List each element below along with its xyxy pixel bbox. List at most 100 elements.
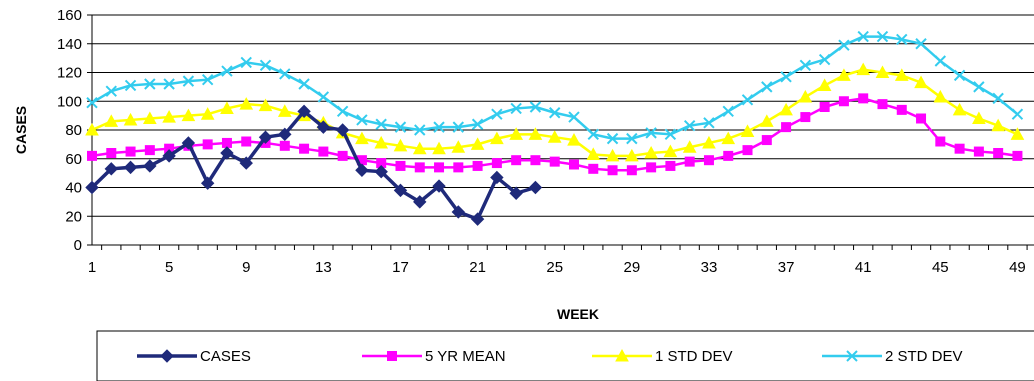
data-point [993, 148, 1004, 158]
data-point [510, 102, 522, 115]
data-point [954, 143, 965, 154]
x-tick-label: 37 [778, 259, 795, 276]
x-tick-label: 5 [165, 259, 173, 276]
data-point [509, 186, 523, 200]
data-point [87, 150, 97, 161]
data-point [972, 111, 986, 124]
data-point [606, 132, 619, 145]
data-point [240, 56, 252, 69]
y-tick-label: 140 [57, 36, 82, 53]
data-point [453, 162, 464, 173]
data-point [162, 110, 176, 123]
data-point [143, 159, 157, 173]
x-tick-labels: 1 5 9 13 17 21 25 29 33 37 41 45 49 [88, 259, 1026, 276]
data-point [856, 62, 871, 76]
data-point [316, 120, 331, 134]
data-point [547, 130, 562, 143]
data-point [665, 160, 676, 171]
data-point [106, 148, 117, 158]
legend-entry: CASES [137, 348, 251, 365]
data-point [723, 150, 734, 161]
data-point [568, 111, 580, 123]
data-point [858, 93, 869, 104]
data-point [877, 99, 888, 110]
data-point [722, 105, 734, 118]
x-tick-label: 33 [701, 259, 718, 276]
data-point [607, 165, 618, 176]
data-point [780, 71, 792, 83]
y-tick-label: 80 [65, 122, 82, 139]
data-point [741, 94, 754, 106]
legend-swatch-marker [160, 349, 174, 363]
data-point [259, 59, 272, 72]
data-point [528, 127, 543, 140]
data-point [490, 170, 504, 185]
data-point [451, 205, 466, 219]
data-point [125, 146, 136, 157]
series-layer [85, 30, 1025, 226]
data-point [683, 119, 696, 132]
data-point [740, 124, 755, 137]
data-point [626, 165, 637, 176]
data-point [588, 163, 599, 174]
data-point [220, 101, 234, 114]
data-point [509, 127, 524, 140]
legend-swatch-marker [615, 348, 629, 362]
data-point [721, 131, 736, 145]
data-point [317, 91, 330, 103]
data-point [201, 73, 214, 86]
y-tick-label: 40 [65, 180, 82, 197]
x-tick-label: 21 [469, 259, 486, 276]
data-point [952, 102, 967, 116]
y-tick-label: 0 [74, 237, 82, 254]
data-point [1011, 108, 1024, 120]
legend-label: CASES [200, 348, 251, 365]
data-point [279, 68, 291, 80]
y-tick-label: 120 [57, 65, 82, 82]
data-point [818, 53, 831, 66]
data-point [605, 148, 620, 162]
series-line [90, 109, 536, 221]
data-point [451, 140, 466, 153]
data-point [587, 128, 599, 141]
data-point [799, 59, 812, 72]
data-point [123, 112, 138, 126]
data-point [953, 69, 966, 82]
data-point [567, 133, 581, 146]
data-point [875, 65, 890, 78]
legend-entry: 2 STD DEV [822, 348, 963, 365]
data-point [221, 137, 232, 148]
data-point [798, 89, 813, 103]
data-point [258, 98, 273, 112]
data-point [298, 78, 310, 90]
data-point [914, 75, 928, 89]
data-point [973, 81, 985, 93]
x-axis-title: WEEK [557, 306, 599, 322]
data-point [761, 135, 772, 146]
data-point [586, 147, 601, 160]
data-point [549, 107, 561, 119]
data-point [779, 102, 793, 116]
x-tick-label: 49 [1009, 259, 1026, 276]
data-point [933, 89, 948, 103]
legend-swatch-marker [387, 351, 397, 361]
y-tick-label: 20 [65, 208, 82, 225]
data-point [221, 65, 233, 77]
data-point [702, 135, 716, 149]
data-point [318, 146, 329, 157]
data-point [491, 108, 503, 120]
data-point [432, 141, 446, 155]
legend-label: 1 STD DEV [655, 348, 733, 365]
data-point [664, 128, 677, 141]
data-point [258, 130, 273, 144]
data-point [470, 212, 485, 226]
data-point [239, 156, 253, 170]
data-point [297, 104, 311, 119]
data-point [645, 127, 657, 139]
data-point [819, 102, 830, 112]
axes [87, 14, 1034, 250]
y-tick-label: 160 [57, 7, 82, 24]
data-point [896, 33, 908, 46]
data-point [181, 108, 196, 122]
